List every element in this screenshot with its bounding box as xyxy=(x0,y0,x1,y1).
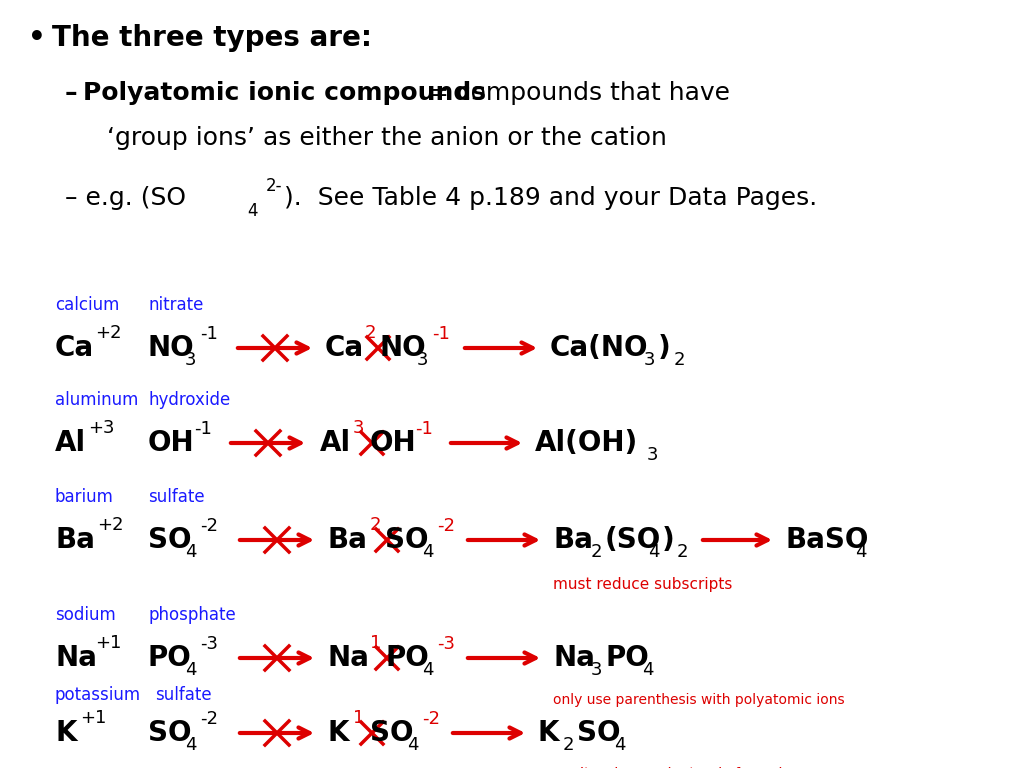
Text: -1: -1 xyxy=(200,325,218,343)
Text: -2: -2 xyxy=(422,710,440,728)
Text: 4: 4 xyxy=(422,661,433,679)
Text: ).  See Table 4 p.189 and your Data Pages.: ). See Table 4 p.189 and your Data Pages… xyxy=(284,186,817,210)
Text: must reduce subscripts: must reduce subscripts xyxy=(553,578,732,592)
Text: –: – xyxy=(65,81,78,105)
Text: -2: -2 xyxy=(200,710,218,728)
Text: +2: +2 xyxy=(95,324,122,342)
Text: The three types are:: The three types are: xyxy=(52,24,372,52)
Text: -3: -3 xyxy=(200,635,218,653)
Text: 2: 2 xyxy=(563,736,574,754)
Text: phosphate: phosphate xyxy=(148,606,236,624)
Text: -2: -2 xyxy=(437,517,455,535)
Text: SO: SO xyxy=(148,719,191,747)
Text: SO: SO xyxy=(577,719,621,747)
Text: 4: 4 xyxy=(407,736,419,754)
Text: 3: 3 xyxy=(644,351,655,369)
Text: Na: Na xyxy=(553,644,595,672)
Text: ): ) xyxy=(662,526,675,554)
Text: -1: -1 xyxy=(415,420,433,438)
Text: Ba: Ba xyxy=(328,526,368,554)
Text: -1: -1 xyxy=(432,325,450,343)
Text: 2: 2 xyxy=(370,516,382,534)
Text: 3: 3 xyxy=(591,661,602,679)
Text: 4: 4 xyxy=(185,736,197,754)
Text: ‘group ions’ as either the anion or the cation: ‘group ions’ as either the anion or the … xyxy=(106,126,667,150)
Text: 3: 3 xyxy=(417,351,428,369)
Text: Al: Al xyxy=(55,429,86,457)
Text: SO: SO xyxy=(370,719,414,747)
Text: SO: SO xyxy=(148,526,191,554)
Text: K: K xyxy=(538,719,559,747)
Text: 1: 1 xyxy=(353,709,365,727)
Text: K: K xyxy=(55,719,77,747)
Text: calcium: calcium xyxy=(55,296,120,314)
Text: Ca: Ca xyxy=(325,334,365,362)
Text: +2: +2 xyxy=(97,516,124,534)
Text: potassium: potassium xyxy=(55,686,141,704)
Text: 2: 2 xyxy=(677,543,688,561)
Text: NO: NO xyxy=(380,334,427,362)
Text: 2: 2 xyxy=(591,543,602,561)
Text: hydroxide: hydroxide xyxy=(148,391,230,409)
Text: •: • xyxy=(28,24,46,52)
Text: +1: +1 xyxy=(95,634,122,652)
Text: Al: Al xyxy=(319,429,351,457)
Text: 4: 4 xyxy=(855,543,866,561)
Text: aluminum: aluminum xyxy=(55,391,138,409)
Text: 4: 4 xyxy=(648,543,659,561)
Text: 4: 4 xyxy=(185,543,197,561)
Text: Al(OH): Al(OH) xyxy=(535,429,638,457)
Text: 3: 3 xyxy=(185,351,197,369)
Text: = compounds that have: = compounds that have xyxy=(420,81,730,105)
Text: Ca(NO: Ca(NO xyxy=(550,334,648,362)
Text: -1: -1 xyxy=(194,420,212,438)
Text: nitrate: nitrate xyxy=(148,296,204,314)
Text: only use parenthesis with polyatomic ions: only use parenthesis with polyatomic ion… xyxy=(553,693,845,707)
Text: -2: -2 xyxy=(200,517,218,535)
Text: 4: 4 xyxy=(185,661,197,679)
Text: (SO: (SO xyxy=(605,526,662,554)
Text: 3: 3 xyxy=(353,419,365,437)
Text: 2: 2 xyxy=(365,324,377,342)
Text: 4: 4 xyxy=(642,661,653,679)
Text: PO: PO xyxy=(385,644,429,672)
Text: -3: -3 xyxy=(437,635,455,653)
Text: sulfate: sulfate xyxy=(148,488,205,506)
Text: 2: 2 xyxy=(674,351,685,369)
Text: PO: PO xyxy=(605,644,649,672)
Text: barium: barium xyxy=(55,488,114,506)
Text: ): ) xyxy=(658,334,671,362)
Text: SO: SO xyxy=(385,526,428,554)
Text: Polyatomic ionic compounds: Polyatomic ionic compounds xyxy=(83,81,486,105)
Text: PO: PO xyxy=(148,644,191,672)
Text: +1: +1 xyxy=(80,709,106,727)
Text: +3: +3 xyxy=(88,419,115,437)
Text: OH: OH xyxy=(370,429,417,457)
Text: 2-: 2- xyxy=(266,177,283,195)
Text: 3: 3 xyxy=(647,446,658,464)
Text: Ba: Ba xyxy=(55,526,95,554)
Text: 4: 4 xyxy=(247,202,257,220)
Text: Ba: Ba xyxy=(553,526,593,554)
Text: Na: Na xyxy=(328,644,370,672)
Text: – e.g. (SO: – e.g. (SO xyxy=(65,186,186,210)
Text: NO: NO xyxy=(148,334,195,362)
Text: OH: OH xyxy=(148,429,195,457)
Text: Na: Na xyxy=(55,644,97,672)
Text: sulfate: sulfate xyxy=(155,686,212,704)
Text: K: K xyxy=(328,719,349,747)
Text: Ca: Ca xyxy=(55,334,94,362)
Text: 4: 4 xyxy=(422,543,433,561)
Text: 4: 4 xyxy=(614,736,626,754)
Text: sodium: sodium xyxy=(55,606,116,624)
Text: 1: 1 xyxy=(370,634,381,652)
Text: BaSO: BaSO xyxy=(785,526,868,554)
